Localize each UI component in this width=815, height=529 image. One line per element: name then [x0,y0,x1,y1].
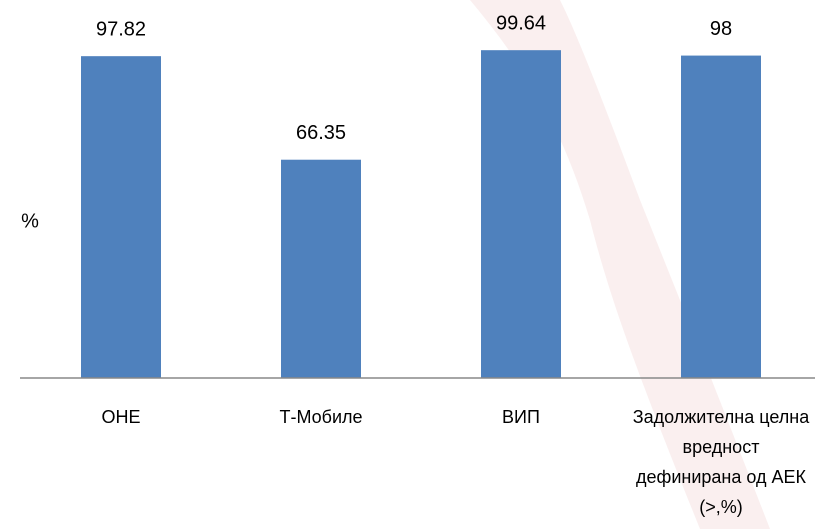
x-tick-label: Т-Мобиле [279,407,363,427]
bar [281,159,361,378]
background-figure [470,0,770,529]
value-label: 99.64 [496,12,546,34]
y-axis-label: % [21,210,39,232]
value-label: 97.82 [96,18,146,40]
bar [81,56,161,378]
bar [481,50,561,379]
value-label: 98 [710,18,732,40]
x-tick-label: ВИП [502,407,540,427]
x-tick-label: ОНЕ [101,407,141,427]
bar [681,55,761,379]
x-tick-label: Задолжителна целна вредност дефинирана о… [632,407,810,517]
value-label: 66.35 [296,122,346,144]
